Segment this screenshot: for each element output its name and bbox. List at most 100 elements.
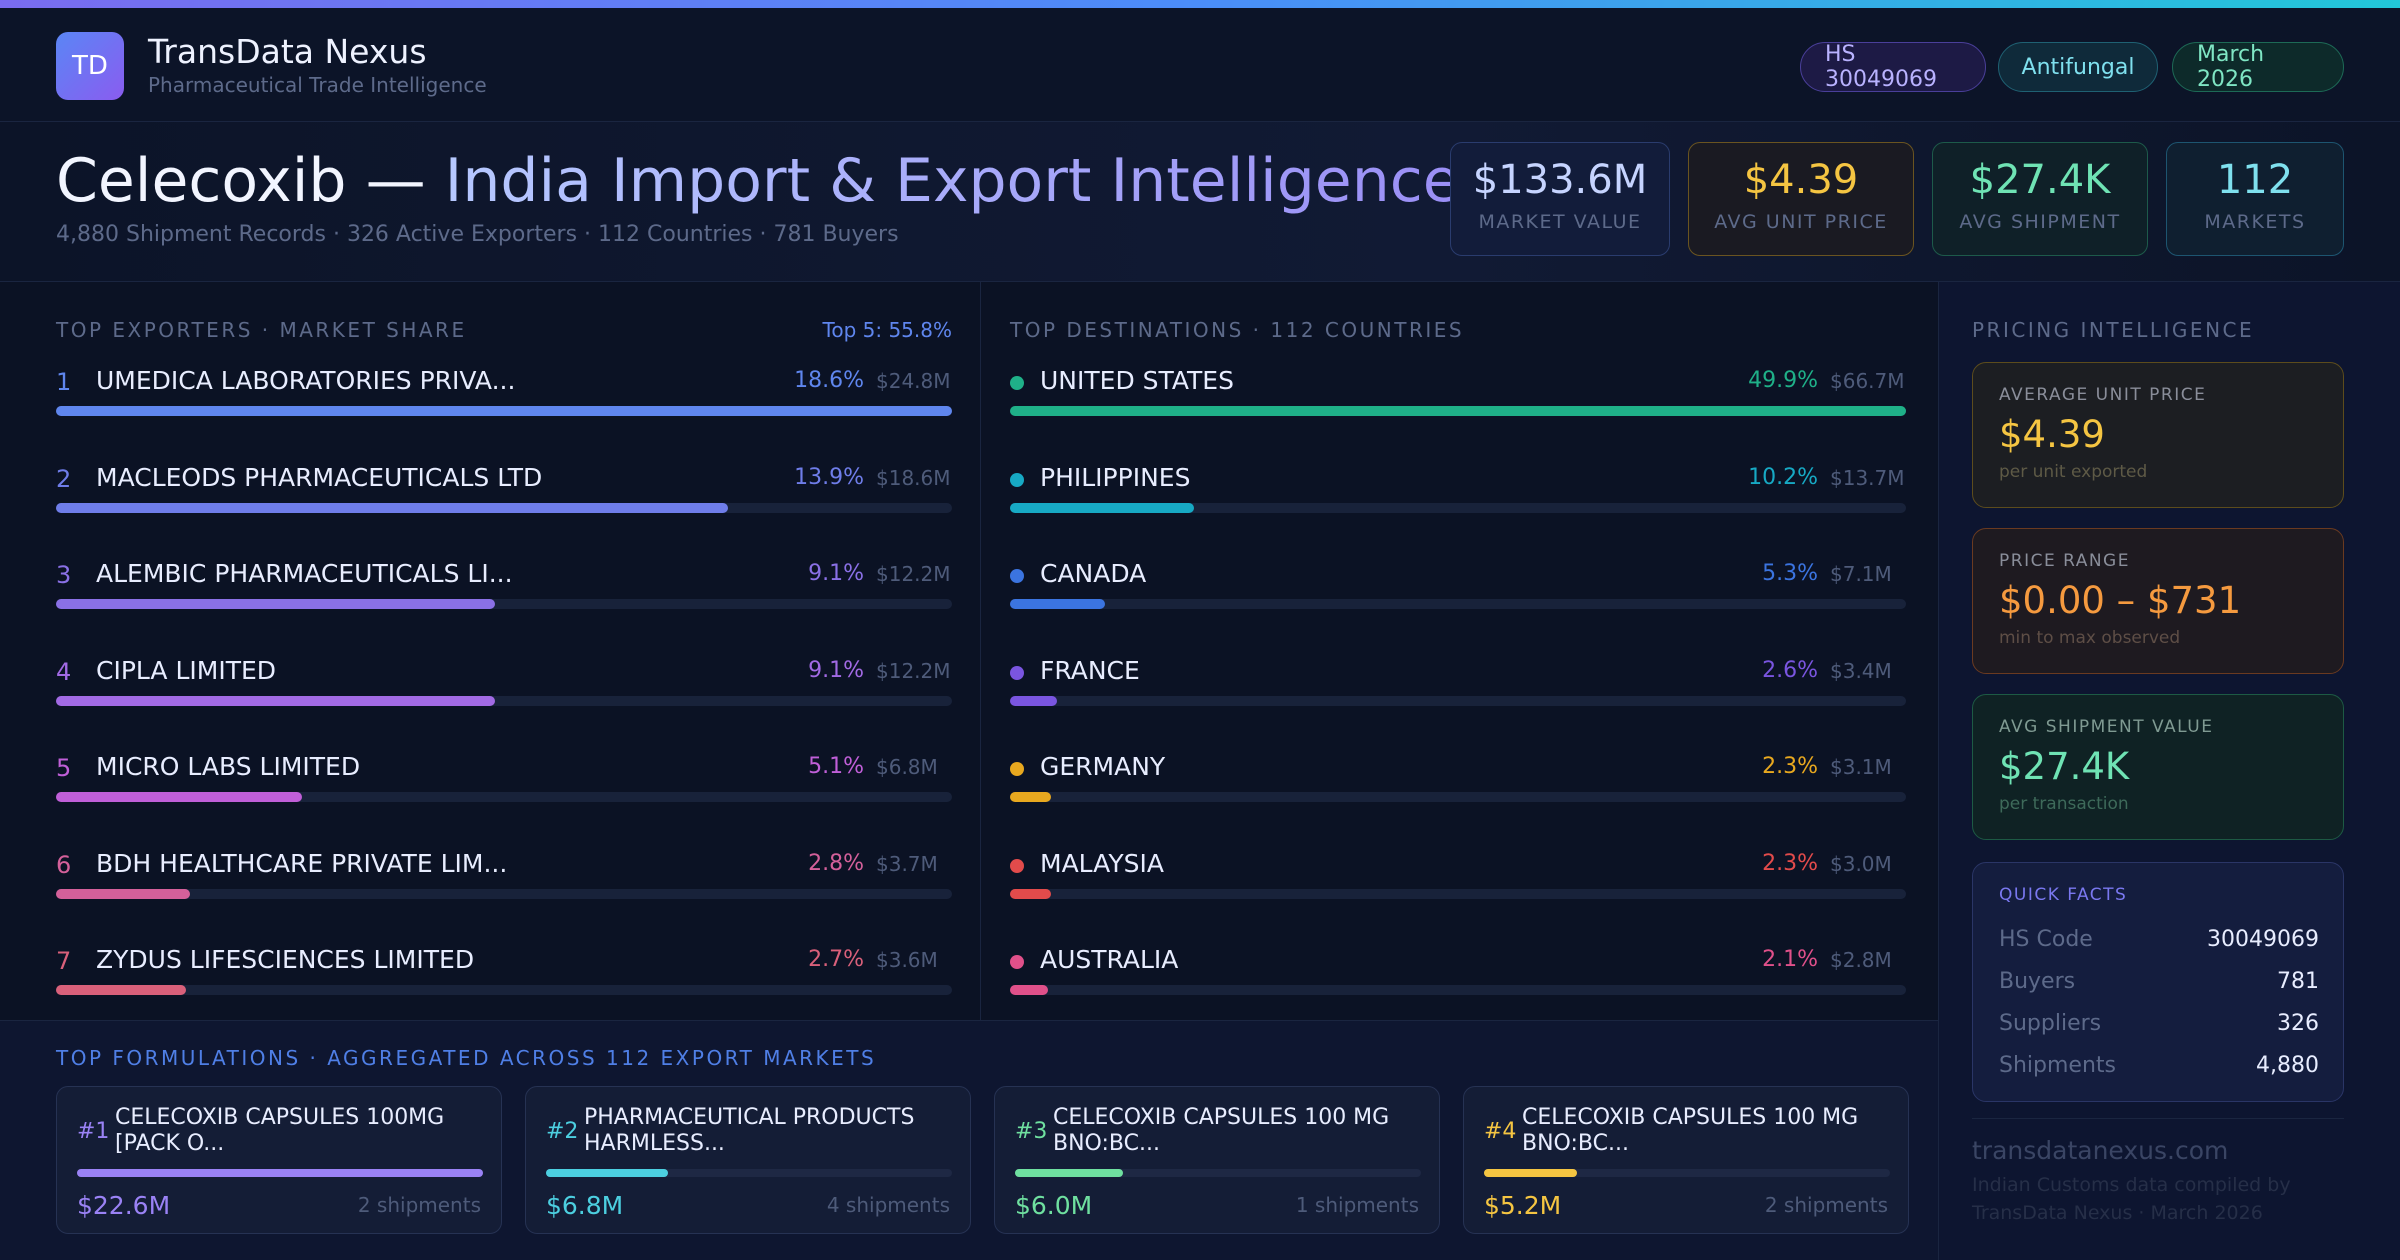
exporter-rank: 2 bbox=[56, 464, 72, 493]
formulation-rank: #1 bbox=[77, 1119, 110, 1144]
destination-name: FRANCE bbox=[1040, 655, 1140, 685]
destination-row[interactable]: MALAYSIA 2.3% $3.0M bbox=[1010, 848, 1906, 901]
formulation-bar-track bbox=[1484, 1169, 1890, 1177]
exporter-rank: 3 bbox=[56, 561, 72, 589]
formulation-value: $6.8M bbox=[546, 1191, 624, 1220]
formulation-shipments: 4 shipments bbox=[826, 1193, 950, 1217]
quick-facts-card: QUICK FACTS HS Code 30049069 Buyers 781 Su… bbox=[1972, 862, 2344, 1102]
destination-row[interactable]: GERMANY 2.3% $3.1M bbox=[1010, 752, 1906, 804]
exporter-share: 18.6% bbox=[794, 368, 864, 393]
share-bar-fill bbox=[56, 792, 303, 802]
share-bar-fill bbox=[1010, 695, 1057, 706]
destination-row[interactable]: CANADA 5.3% $7.1M bbox=[1010, 559, 1906, 611]
logo[interactable]: TD bbox=[56, 32, 124, 100]
destination-share: 49.9% bbox=[1748, 368, 1818, 393]
sidebar-divider bbox=[1972, 1118, 2344, 1119]
share-bar-fill bbox=[1010, 406, 1906, 416]
share-bar-track bbox=[1010, 985, 1906, 995]
share-bar-track bbox=[56, 406, 952, 416]
country-dot-icon bbox=[1010, 472, 1024, 487]
footer-note: Indian Customs data compiled by bbox=[1972, 1174, 2291, 1196]
share-bar-fill bbox=[56, 695, 496, 706]
destination-row[interactable]: UNITED STATES 49.9% $66.7M bbox=[1010, 366, 1906, 418]
destination-row[interactable]: PHILIPPINES 10.2% $13.7M bbox=[1010, 463, 1906, 515]
destination-row[interactable]: AUSTRALIA 2.1% $2.8M bbox=[1010, 945, 1906, 997]
destination-name: MALAYSIA bbox=[1040, 848, 1164, 878]
formulation-bar-fill bbox=[546, 1169, 668, 1177]
formulation-card[interactable]: #4 CELECOXIB CAPSULES 100 MG BNO:BC... $5.… bbox=[1463, 1086, 1909, 1234]
destination-value: $13.7M bbox=[1830, 465, 1905, 490]
destination-share: 2.1% bbox=[1762, 947, 1818, 972]
kpi-value: $133.6M bbox=[1472, 157, 1648, 203]
country-dot-icon bbox=[1010, 665, 1024, 680]
exporter-row[interactable]: 4 CIPLA LIMITED 9.1% $12.2M bbox=[56, 656, 952, 708]
formulation-shipments: 2 shipments bbox=[357, 1193, 481, 1217]
kpi-value: $27.4K bbox=[1969, 157, 2111, 203]
share-bar-track bbox=[1010, 792, 1906, 802]
destination-row[interactable]: FRANCE 2.6% $3.4M bbox=[1010, 655, 1906, 708]
quick-facts-title: QUICK FACTS bbox=[1999, 885, 2128, 905]
brand: TransData Nexus Pharmaceutical Trade Int… bbox=[148, 32, 487, 97]
kpi-label: MARKETS bbox=[2204, 211, 2306, 233]
card-value: $4.39 bbox=[1999, 413, 2105, 456]
card-value: $27.4K bbox=[1999, 745, 2130, 788]
fact-row: Buyers 781 bbox=[1999, 969, 2319, 994]
avg-unit-price-card: AVERAGE UNIT PRICE $4.39 per unit export… bbox=[1972, 362, 2344, 508]
fact-value: 4,880 bbox=[2256, 1053, 2319, 1078]
destination-value: $3.4M bbox=[1830, 658, 1892, 683]
fact-key: Shipments bbox=[1999, 1053, 2116, 1078]
hs-code-pill[interactable]: HS 30049069 bbox=[1800, 42, 1986, 92]
footer-domain[interactable]: transdatanexus.com bbox=[1972, 1136, 2229, 1165]
price-range-card: PRICE RANGE $0.00 – $731 min to max obse… bbox=[1972, 528, 2344, 674]
exporter-row[interactable]: 5 MICRO LABS LIMITED 5.1% $6.8M bbox=[56, 752, 952, 804]
share-bar-fill bbox=[56, 985, 186, 995]
formulation-card[interactable]: #3 CELECOXIB CAPSULES 100 MG BNO:BC... $6.… bbox=[994, 1086, 1440, 1234]
destination-value: $3.1M bbox=[1830, 755, 1892, 779]
exporter-row[interactable]: 2 MACLEODS PHARMACEUTICALS LTD 13.9% $18.6M bbox=[56, 463, 952, 515]
exporter-row[interactable]: 3 ALEMBIC PHARMACEUTICALS LI... 9.1% $12.2M bbox=[56, 559, 952, 611]
exporter-share: 9.1% bbox=[808, 561, 864, 586]
destination-name: UNITED STATES bbox=[1040, 366, 1234, 395]
period-pill[interactable]: March 2026 bbox=[2172, 42, 2344, 92]
exporter-name: MICRO LABS LIMITED bbox=[96, 752, 361, 781]
fact-row: HS Code 30049069 bbox=[1999, 927, 2319, 952]
destination-value: $2.8M bbox=[1830, 948, 1892, 972]
formulation-name: CELECOXIB CAPSULES 100 MG BNO:BC... bbox=[1053, 1105, 1390, 1156]
exporter-rank: 1 bbox=[56, 368, 72, 396]
exporter-name: BDH HEALTHCARE PRIVATE LIM... bbox=[96, 848, 508, 878]
share-bar-track bbox=[56, 695, 952, 706]
exporter-row[interactable]: 6 BDH HEALTHCARE PRIVATE LIM... 2.8% $3.7M bbox=[56, 848, 952, 901]
exporter-rank: 7 bbox=[56, 947, 72, 975]
exporters-title: TOP EXPORTERS · MARKET SHARE bbox=[56, 318, 467, 342]
exporter-value: $18.6M bbox=[876, 465, 951, 490]
exporter-share: 5.1% bbox=[808, 754, 864, 779]
exporter-row[interactable]: 7 ZYDUS LIFESCIENCES LIMITED 2.7% $3.6M bbox=[56, 945, 952, 997]
formulation-card[interactable]: #1 CELECOXIB CAPSULES 100MG [PACK O... $22… bbox=[56, 1086, 502, 1234]
fact-value: 326 bbox=[2277, 1011, 2319, 1036]
card-sub: min to max observed bbox=[1999, 628, 2181, 648]
kpi-label: AVG UNIT PRICE bbox=[1714, 211, 1888, 233]
exporter-name: ALEMBIC PHARMACEUTICALS LI... bbox=[96, 559, 513, 588]
fact-value: 781 bbox=[2277, 969, 2319, 994]
category-pill[interactable]: Antifungal bbox=[1998, 42, 2158, 92]
destination-value: $7.1M bbox=[1830, 562, 1892, 586]
app-header: TD TransData Nexus Pharmaceutical Trade … bbox=[0, 8, 2400, 122]
title-rest: India Import & Export Intelligence bbox=[444, 146, 1460, 216]
formulation-bar-fill bbox=[1484, 1169, 1578, 1177]
card-sub: per unit exported bbox=[1999, 462, 2148, 482]
share-bar-fill bbox=[1010, 502, 1194, 513]
formulation-card[interactable]: #2 PHARMACEUTICAL PRODUCTS HARMLESS... $6.… bbox=[525, 1086, 971, 1234]
country-dot-icon bbox=[1010, 569, 1024, 583]
share-bar-fill bbox=[1010, 985, 1048, 995]
kpi-label: AVG SHIPMENT bbox=[1959, 211, 2121, 233]
formulation-bar-fill bbox=[77, 1169, 483, 1177]
exporter-share: 2.8% bbox=[808, 850, 864, 876]
exporter-share: 2.7% bbox=[808, 947, 864, 972]
exporter-row[interactable]: 1 UMEDICA LABORATORIES PRIVA... 18.6% $24.8… bbox=[56, 366, 952, 418]
share-bar-fill bbox=[1010, 599, 1105, 609]
fact-key: HS Code bbox=[1999, 927, 2093, 952]
page-subtitle: 4,880 Shipment Records · 326 Active Expo… bbox=[56, 222, 899, 247]
share-bar-fill bbox=[1010, 888, 1052, 899]
exporter-value: $6.8M bbox=[876, 755, 938, 779]
card-value: $0.00 – $731 bbox=[1999, 579, 2242, 622]
